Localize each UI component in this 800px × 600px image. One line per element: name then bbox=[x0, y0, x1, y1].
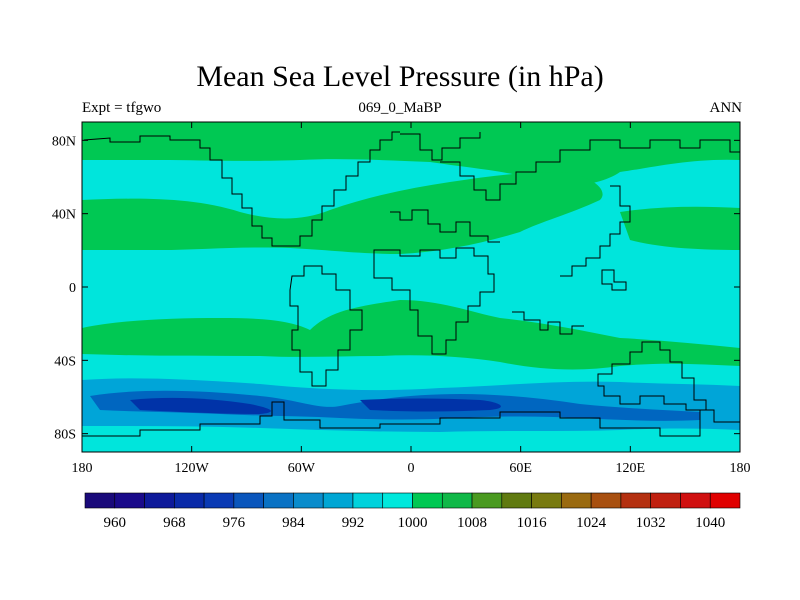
coast-australia bbox=[597, 341, 707, 411]
x-tick-label: 120E bbox=[616, 461, 646, 476]
x-tick-label: 120W bbox=[175, 461, 210, 476]
region-antarctic bbox=[82, 436, 740, 452]
region-subtropical-high-south bbox=[82, 300, 740, 370]
region-southern-ocean-deep-low-east bbox=[360, 398, 501, 412]
colorbar-swatch bbox=[561, 492, 592, 509]
x-tick-label: 60W bbox=[288, 461, 316, 476]
colorbar-swatch bbox=[144, 492, 175, 509]
x-tick-label: 180 bbox=[730, 461, 751, 476]
colorbar-label: 1024 bbox=[576, 515, 607, 531]
y-tick-label: 80S bbox=[54, 428, 76, 443]
x-tick-label: 180 bbox=[72, 461, 93, 476]
colorbar-swatch bbox=[382, 492, 413, 509]
colorbar-swatch bbox=[84, 492, 116, 509]
colorbar-swatch bbox=[203, 492, 235, 509]
colorbar-label: 976 bbox=[223, 515, 246, 531]
y-tick-label: 40N bbox=[52, 208, 76, 223]
region-subtropical-high-north bbox=[82, 172, 603, 254]
y-tick-label: 0 bbox=[69, 281, 76, 296]
colorbar-label: 1032 bbox=[636, 515, 666, 531]
coast-indonesia bbox=[601, 269, 627, 291]
coast-maritime-continent bbox=[512, 311, 584, 335]
pressure-field bbox=[82, 122, 740, 452]
chart-title: Mean Sea Level Pressure (in hPa) bbox=[196, 60, 604, 93]
coast-north-america bbox=[83, 131, 400, 247]
coast-south-america bbox=[289, 265, 363, 387]
colorbar-swatch bbox=[174, 492, 205, 509]
axis-ticks: 180 120W 60W 0 60E 120E 180 80N 40N 0 40S 80S bbox=[52, 122, 751, 476]
region-subtropical-high-north-pacific bbox=[620, 206, 740, 250]
colorbar-label: 1016 bbox=[517, 515, 548, 531]
season-label: ANN bbox=[709, 100, 743, 116]
region-arctic-high bbox=[82, 122, 740, 186]
colorbar-swatch bbox=[441, 492, 473, 509]
colorbar-label: 1008 bbox=[457, 515, 487, 531]
colorbar-swatch bbox=[471, 492, 503, 509]
colorbar-swatch bbox=[352, 492, 384, 509]
y-tick-label: 40S bbox=[54, 354, 76, 369]
coast-greenland bbox=[400, 132, 481, 161]
colorbar: 960 968 976 984 992 1000 1008 1016 1024 1032 1040 bbox=[84, 492, 741, 531]
x-tick-label: 60E bbox=[509, 461, 532, 476]
colorbar-swatch bbox=[709, 492, 741, 509]
colorbar-swatch bbox=[620, 492, 651, 509]
colorbar-swatch bbox=[114, 492, 145, 509]
colorbar-label: 984 bbox=[282, 515, 305, 531]
colorbar-swatch bbox=[531, 492, 562, 509]
colorbar-swatch bbox=[322, 492, 354, 509]
colorbar-label: 1000 bbox=[398, 515, 428, 531]
coast-antarctica bbox=[82, 401, 740, 437]
x-tick-label: 0 bbox=[408, 461, 415, 476]
experiment-label: Expt = tfgwo bbox=[82, 100, 162, 116]
coast-africa bbox=[373, 247, 495, 355]
y-tick-label: 80N bbox=[52, 134, 76, 149]
time-label: 069_0_MaBP bbox=[358, 100, 442, 116]
coast-europe-africa-north bbox=[390, 209, 500, 243]
coast-asia-east bbox=[560, 185, 631, 277]
colorbar-swatch bbox=[680, 492, 711, 509]
colorbar-swatch bbox=[263, 492, 294, 509]
colorbar-swatch bbox=[501, 492, 532, 509]
colorbar-swatch bbox=[650, 492, 681, 509]
colorbar-swatch bbox=[412, 492, 443, 509]
region-southern-ocean-deep-low bbox=[130, 397, 271, 414]
coast-eurasia bbox=[440, 139, 740, 201]
colorbar-swatch bbox=[590, 492, 622, 509]
colorbar-label: 1040 bbox=[695, 515, 725, 531]
colorbar-label: 968 bbox=[163, 515, 186, 531]
colorbar-swatch bbox=[293, 492, 324, 509]
colorbar-swatch bbox=[233, 492, 264, 509]
colorbar-label: 992 bbox=[342, 515, 365, 531]
colorbar-label: 960 bbox=[104, 515, 127, 531]
coastlines bbox=[82, 131, 740, 437]
